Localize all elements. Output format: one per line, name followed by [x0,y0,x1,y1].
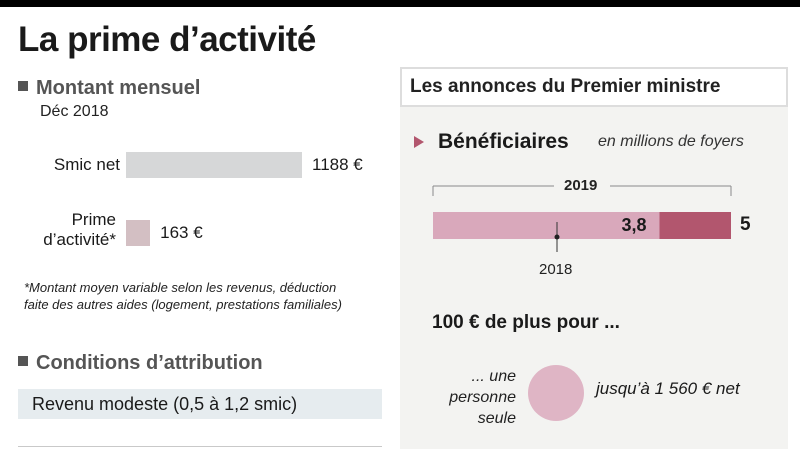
bar-value-prime: 163 € [160,223,203,242]
announcements-panel [400,67,788,449]
conditions-text: Revenu modeste (0,5 à 1,2 smic) [32,394,298,414]
footnote: *Montant moyen variable selon les revenu… [24,280,342,312]
section-square-icon [18,356,28,366]
plus-heading: 100 € de plus pour ... [432,312,620,333]
section-square-icon [18,81,28,91]
bar-label-prime-line1: Prime [71,210,116,229]
triangle-right-icon [414,136,424,148]
beneficiaires-label: Bénéficiaires [438,130,569,153]
montant-heading: Montant mensuel [18,77,200,100]
beneficiaires-unit: en millions de foyers [598,133,744,150]
bar-value-smic: 1188 € [312,155,363,174]
year-2019-label: 2019 [564,177,598,194]
conditions-heading-text: Conditions d’attribution [36,352,263,374]
person-circle-icon [528,365,584,421]
personne-line3: seule [477,410,516,427]
personne-line1: ... une [471,368,516,385]
personne-line2: personne [449,389,516,406]
panel-title: Les annonces du Premier ministre [410,76,721,97]
panel-title-box [400,67,788,107]
bar-label-smic: Smic net [53,155,120,174]
page-title: La prime d’activité [18,20,316,59]
bar-smic [126,152,302,178]
jusqua-text: jusqu’à 1 560 € net [596,379,740,398]
bar-label-prime: Prime d’activité* [20,210,116,250]
value-2018-label: 3,8 [621,215,647,235]
montant-date: Déc 2018 [40,103,109,120]
bar-label-prime-line2: d’activité* [43,230,116,249]
conditions-rule [18,446,382,447]
conditions-box [18,389,382,419]
personne-seule-label: ... une personne seule [422,366,516,429]
year-2018-label: 2018 [539,261,573,278]
value-2019-label: 5 [740,214,751,235]
top-rule [0,0,800,7]
montant-heading-text: Montant mensuel [36,77,201,99]
conditions-heading: Conditions d’attribution [18,352,263,375]
bar-prime [126,220,151,246]
